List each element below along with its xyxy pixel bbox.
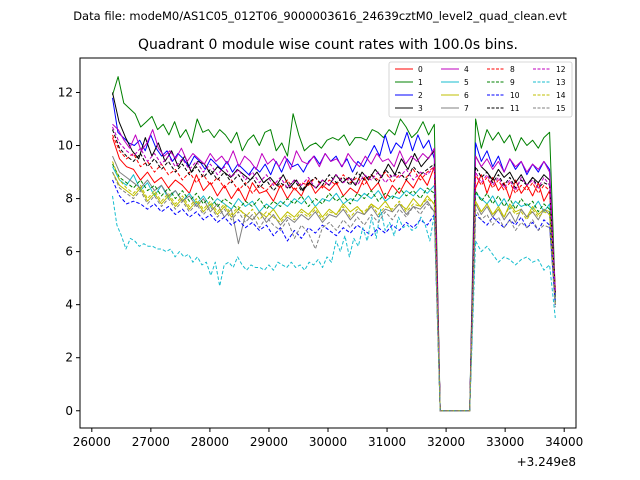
legend-label-10: 10 xyxy=(510,91,520,100)
series-line-7 xyxy=(112,155,556,412)
y-tick-label: 4 xyxy=(65,298,73,312)
legend-label-11: 11 xyxy=(510,104,520,113)
series-line-9 xyxy=(112,163,556,412)
y-tick-label: 12 xyxy=(58,85,73,99)
series-line-4 xyxy=(112,123,556,412)
legend-label-8: 8 xyxy=(510,65,515,74)
series-line-8 xyxy=(112,134,556,412)
series-line-14 xyxy=(112,161,556,412)
legend-label-14: 14 xyxy=(556,91,566,100)
legend-label-15: 15 xyxy=(556,104,566,113)
y-tick-label: 10 xyxy=(58,139,73,153)
legend-label-4: 4 xyxy=(464,65,469,74)
x-tick-label: 32000 xyxy=(427,435,465,449)
series-line-6 xyxy=(112,171,556,412)
y-tick-label: 6 xyxy=(65,245,73,259)
series-line-11 xyxy=(112,129,556,412)
x-tick-label: 31000 xyxy=(368,435,406,449)
series-line-1 xyxy=(112,76,556,412)
legend-label-3: 3 xyxy=(418,104,423,113)
legend-label-6: 6 xyxy=(464,91,469,100)
series-line-12 xyxy=(112,126,556,412)
legend-label-0: 0 xyxy=(418,65,423,74)
chart-title: Quadrant 0 module wise count rates with … xyxy=(138,37,518,53)
series-line-10 xyxy=(112,179,556,412)
y-tick-label: 2 xyxy=(65,351,73,365)
x-tick-label: 29000 xyxy=(250,435,288,449)
legend-label-9: 9 xyxy=(510,78,515,87)
legend-label-5: 5 xyxy=(464,78,469,87)
series-line-5 xyxy=(112,166,556,412)
x-offset-label: +3.249e8 xyxy=(517,455,576,469)
series-line-15 xyxy=(112,171,556,412)
x-tick-label: 27000 xyxy=(132,435,170,449)
x-tick-label: 26000 xyxy=(73,435,111,449)
series-line-2 xyxy=(112,97,556,412)
legend-label-1: 1 xyxy=(418,78,423,87)
y-axis: 0 2 4 6 8 10 12 xyxy=(58,85,80,418)
x-tick-label: 33000 xyxy=(486,435,524,449)
y-tick-label: 8 xyxy=(65,192,73,206)
y-tick-label: 0 xyxy=(65,404,73,418)
legend-label-2: 2 xyxy=(418,91,423,100)
x-tick-label: 34000 xyxy=(545,435,583,449)
legend-label-12: 12 xyxy=(556,65,566,74)
plot-lines xyxy=(112,76,556,412)
x-tick-label: 30000 xyxy=(309,435,347,449)
series-line-0 xyxy=(112,137,556,412)
x-tick-label: 28000 xyxy=(191,435,229,449)
x-axis: 26000 27000 28000 29000 30000 31000 32000 33000… xyxy=(73,428,583,449)
legend-label-13: 13 xyxy=(556,78,566,87)
legend-box xyxy=(388,61,573,118)
data-file-label: Data file: modeM0/AS1C05_012T06_90000036… xyxy=(73,9,567,23)
legend-label-7: 7 xyxy=(464,104,469,113)
